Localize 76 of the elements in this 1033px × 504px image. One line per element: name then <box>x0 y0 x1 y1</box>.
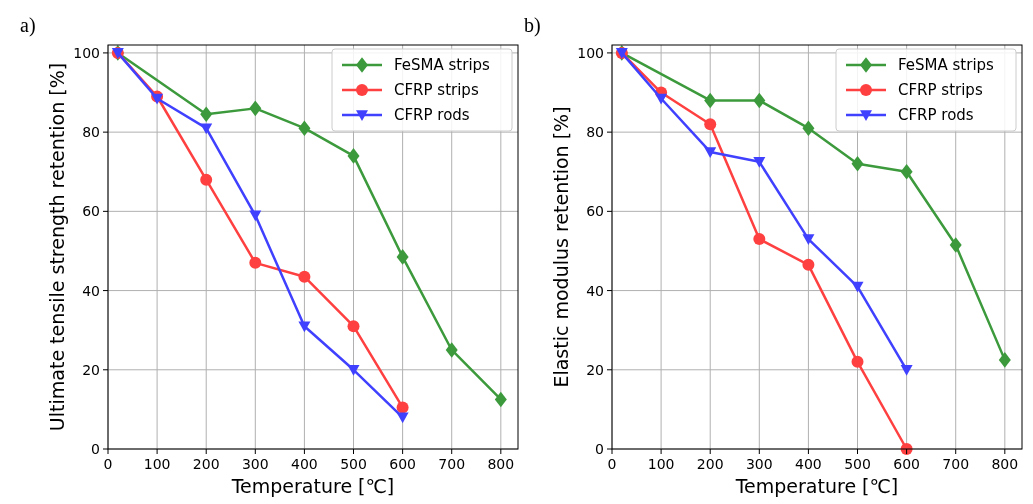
y-tick-label: 100 <box>73 44 100 61</box>
y-tick-label: 20 <box>586 361 604 378</box>
point <box>704 92 717 109</box>
y-tick-label: 80 <box>586 124 604 141</box>
point <box>298 270 311 283</box>
point <box>900 163 913 180</box>
point <box>445 342 458 358</box>
legend-label: FeSMA strips <box>898 56 995 74</box>
point <box>802 258 815 271</box>
text: a) <box>20 14 36 37</box>
y-tick-label: 20 <box>82 361 100 378</box>
x-tick-label: 500 <box>844 456 871 472</box>
x-tick-label: 800 <box>487 456 515 472</box>
x-tick-label: 600 <box>389 456 416 472</box>
point <box>200 123 213 135</box>
point <box>753 92 766 109</box>
y-tick-label: 40 <box>586 282 604 299</box>
point <box>298 321 311 333</box>
point <box>949 237 962 253</box>
point <box>753 157 766 168</box>
point <box>298 120 311 136</box>
y-tick-label: 0 <box>595 441 604 457</box>
point <box>200 106 213 123</box>
y-axis-title: Ultimate tensile strength retention [%] <box>46 62 68 432</box>
y-tick-label: 60 <box>586 203 604 220</box>
x-tick-label: 0 <box>103 456 113 472</box>
point <box>347 320 360 333</box>
x-tick-label: 200 <box>192 456 220 472</box>
point <box>851 281 864 293</box>
y-axis-title: Elastic modulus retention [%] <box>550 106 572 388</box>
point <box>998 352 1011 368</box>
point <box>494 391 507 408</box>
point <box>704 147 717 158</box>
point <box>396 249 409 265</box>
point <box>347 148 360 164</box>
legend-label: CFRP rods <box>394 106 470 124</box>
point <box>851 156 864 172</box>
x-tick-label: 200 <box>696 456 724 472</box>
x-tick-label: 0 <box>607 456 617 472</box>
point <box>802 234 815 246</box>
x-tick-label: 100 <box>143 456 171 472</box>
x-tick-label: 700 <box>438 456 466 472</box>
x-tick-label: 400 <box>795 456 822 472</box>
point <box>249 210 262 222</box>
point <box>396 401 409 414</box>
point <box>249 100 262 117</box>
x-axis-title: Temperature [℃] <box>230 475 395 497</box>
point <box>851 355 864 368</box>
legend-label: CFRP rods <box>898 106 974 124</box>
point <box>900 364 913 376</box>
point <box>704 118 717 131</box>
point <box>753 233 766 246</box>
x-tick-label: 600 <box>893 456 920 472</box>
text: b) <box>524 14 541 37</box>
x-tick-label: 300 <box>745 456 773 472</box>
legend-label: CFRP strips <box>394 81 479 99</box>
x-axis-title: Temperature [℃] <box>734 475 899 497</box>
y-tick-label: 40 <box>82 282 100 299</box>
x-tick-label: 500 <box>340 456 367 472</box>
x-tick-label: 300 <box>241 456 269 472</box>
x-tick-label: 400 <box>291 456 318 472</box>
y-tick-label: 80 <box>82 124 100 141</box>
legend-label: FeSMA strips <box>394 56 491 74</box>
point <box>347 364 360 376</box>
x-tick-label: 700 <box>942 456 970 472</box>
point <box>802 120 815 136</box>
x-tick-label: 800 <box>991 456 1019 472</box>
y-tick-label: 0 <box>91 441 100 457</box>
y-tick-label: 60 <box>82 203 100 220</box>
point <box>200 173 213 186</box>
y-tick-label: 100 <box>577 44 604 61</box>
x-tick-label: 100 <box>647 456 675 472</box>
legend-label: CFRP strips <box>898 81 983 99</box>
point <box>249 256 262 269</box>
point <box>396 412 409 424</box>
point <box>655 93 668 105</box>
